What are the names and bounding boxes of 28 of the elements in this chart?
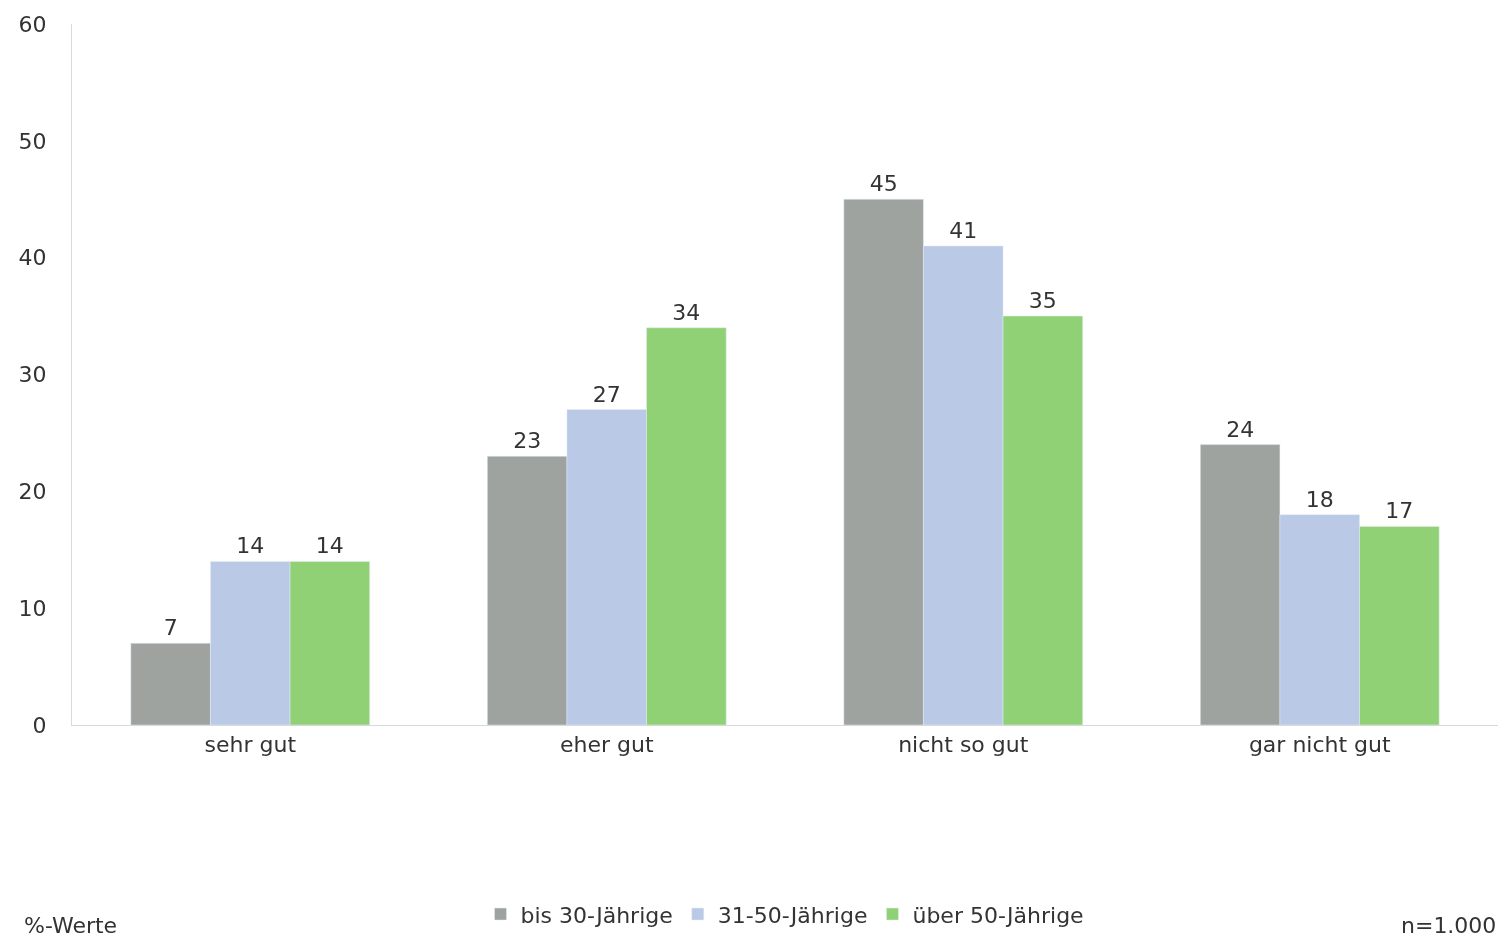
data-label: 18: [1305, 486, 1334, 512]
data-label: 23: [513, 428, 542, 454]
y-tick-label: 10: [18, 595, 47, 621]
y-tick-label: 20: [18, 479, 47, 505]
data-label: 34: [672, 299, 701, 325]
text: n=1.000: [1401, 913, 1497, 938]
x-tick-label: eher gut: [559, 732, 654, 758]
y-tick-label: 50: [18, 128, 47, 154]
data-label: 27: [592, 381, 621, 407]
data-label: 41: [949, 217, 978, 243]
legend-label: bis 30-Jährige: [520, 902, 673, 928]
x-tick-label: gar nicht gut: [1248, 732, 1391, 758]
text: %-Werte: [24, 913, 118, 938]
data-label: 45: [869, 171, 898, 197]
y-tick-label: 30: [18, 362, 47, 388]
data-label: 14: [315, 533, 344, 559]
data-label: 24: [1226, 416, 1255, 442]
legend-label: über 50-Jährige: [912, 902, 1084, 928]
x-tick-label: sehr gut: [204, 732, 297, 758]
y-tick-label: 0: [32, 712, 47, 738]
data-label: 35: [1028, 288, 1057, 314]
x-tick-label: nicht so gut: [898, 732, 1029, 758]
data-label: 7: [163, 615, 178, 641]
y-tick-label: 40: [18, 245, 47, 271]
data-label: 14: [236, 533, 265, 559]
legend-label: 31-50-Jährige: [717, 902, 868, 928]
data-label: 17: [1385, 498, 1414, 524]
y-tick-label: 60: [18, 11, 47, 37]
